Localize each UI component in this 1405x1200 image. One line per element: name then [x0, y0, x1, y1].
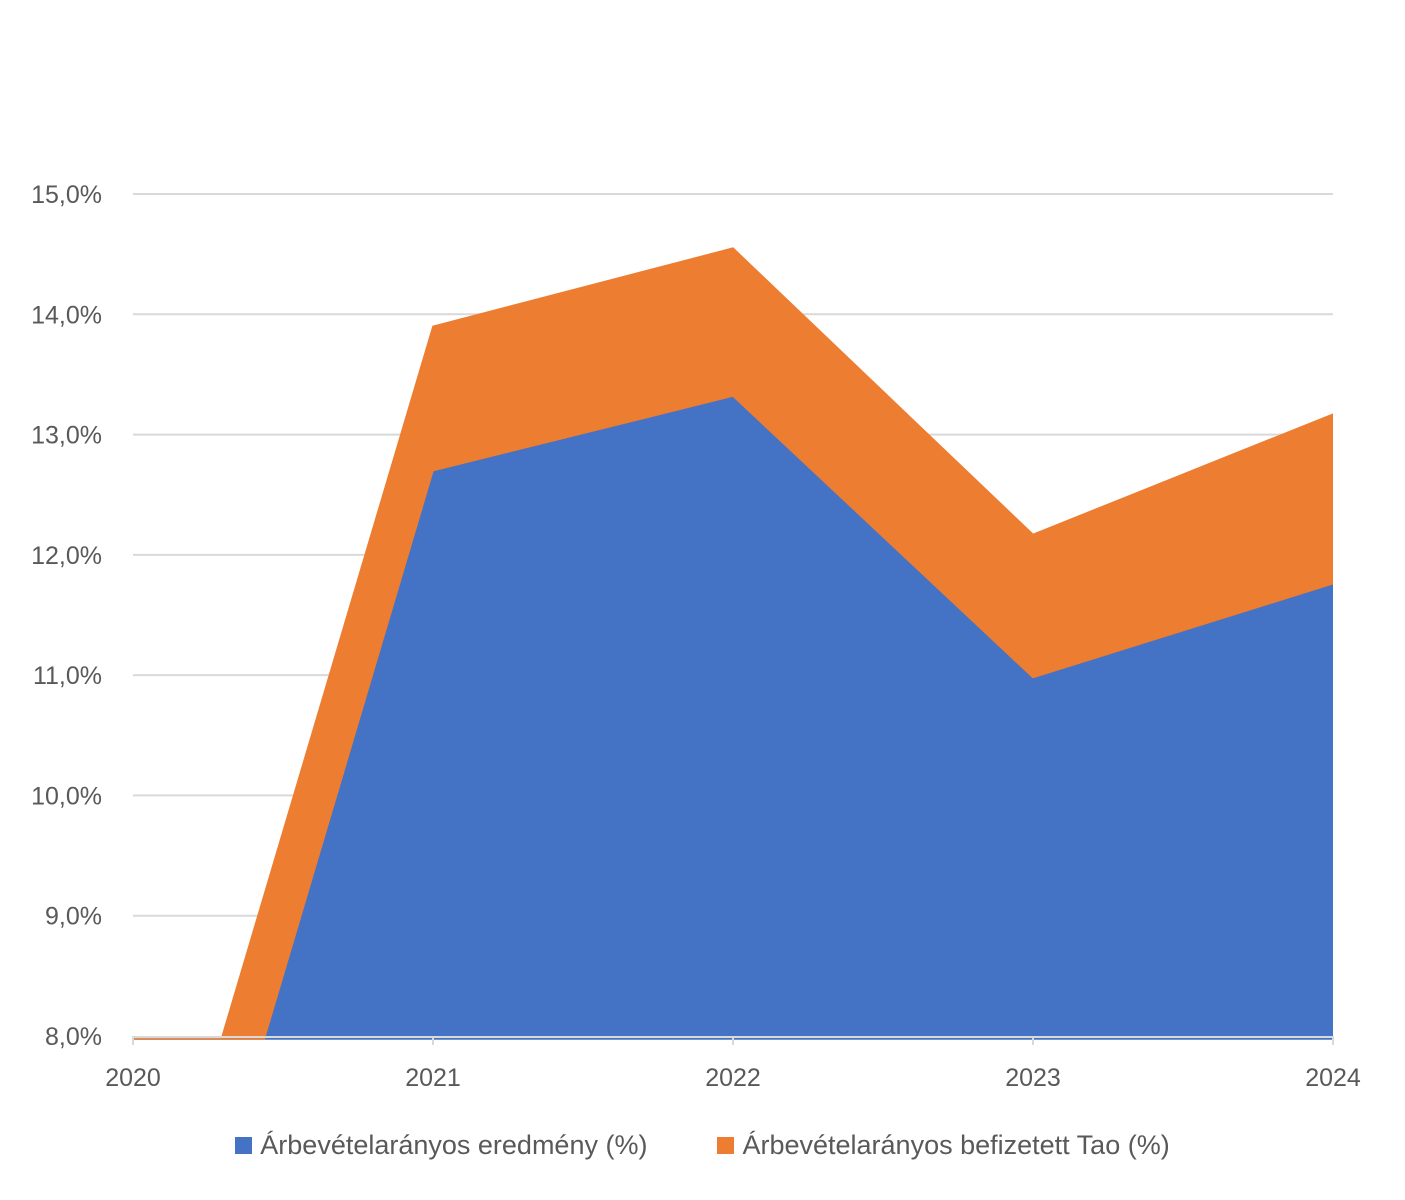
stacked-area-chart: 8,0% 9,0% 10,0% 11,0% 12,0% 13,0% 14,0% 15,0% 20…	[31, 181, 1361, 1092]
y-tick-label: 14,0%	[31, 301, 102, 329]
area-series-2	[133, 247, 1333, 1040]
x-tick-label: 2024	[1305, 1064, 1361, 1092]
legend-label: Árbevételarányos befizetett Tao (%)	[742, 1130, 1170, 1160]
y-tick-label: 15,0%	[31, 181, 102, 209]
x-tick-label: 2020	[105, 1064, 161, 1092]
y-tick-label: 11,0%	[33, 662, 102, 690]
y-tick-label: 10,0%	[31, 782, 102, 810]
legend: Árbevételarányos eredmény (%) Árbevétela…	[0, 1130, 1405, 1161]
legend-swatch-orange	[717, 1137, 735, 1154]
legend-item-eredmeny: Árbevételarányos eredmény (%)	[235, 1130, 647, 1161]
x-tick-label: 2022	[705, 1064, 761, 1092]
y-tick-label: 13,0%	[31, 422, 102, 450]
legend-swatch-blue	[235, 1137, 253, 1154]
legend-item-tao: Árbevételarányos befizetett Tao (%)	[717, 1130, 1170, 1161]
y-tick-label: 12,0%	[31, 542, 102, 570]
x-tick-label: 2023	[1005, 1064, 1061, 1092]
legend-label: Árbevételarányos eredmény (%)	[260, 1130, 648, 1160]
y-tick-label: 8,0%	[45, 1023, 102, 1051]
x-tick-label: 2021	[405, 1064, 461, 1092]
y-tick-label: 9,0%	[45, 903, 102, 931]
